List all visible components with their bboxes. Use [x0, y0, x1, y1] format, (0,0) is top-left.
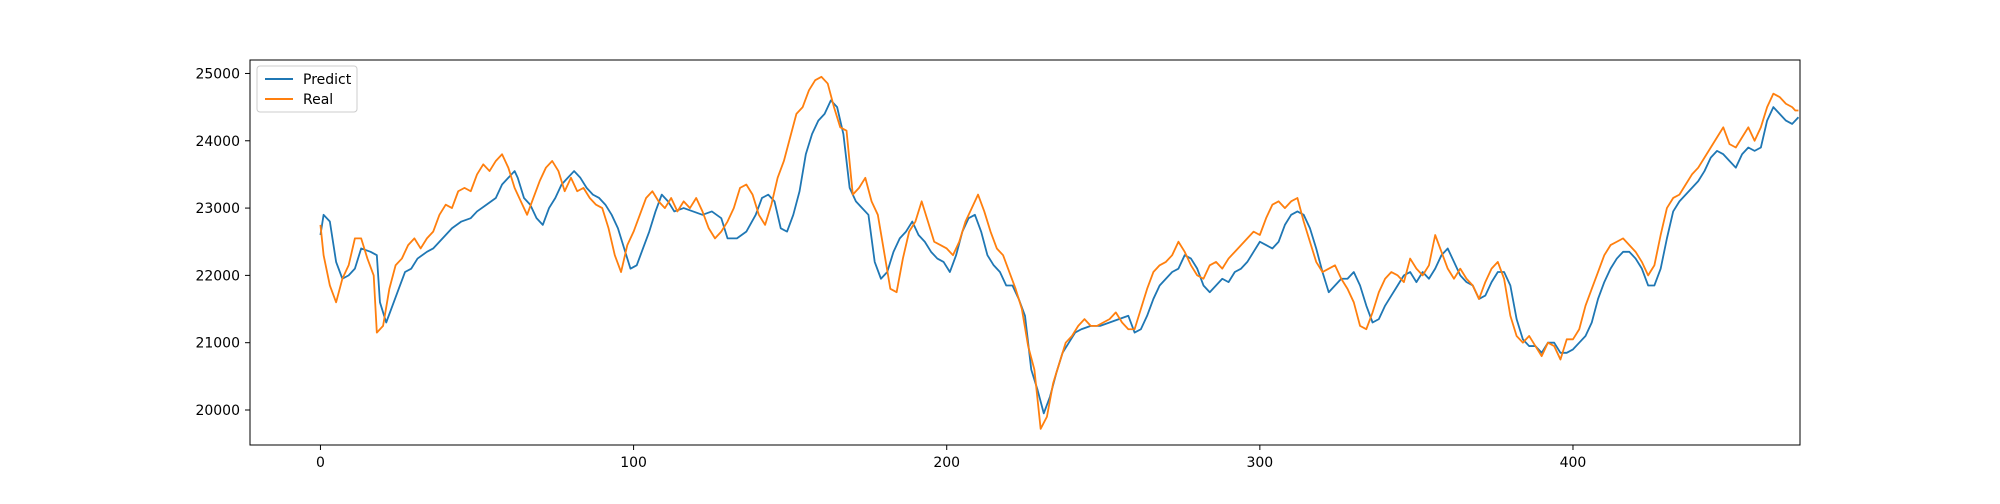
series-line-real [319, 75, 1799, 430]
series-line-predict [319, 99, 1800, 415]
y-tick-label: 23000 [195, 201, 240, 217]
y-tick-label: 21000 [195, 336, 240, 352]
y-axis: 20000 21000 22000 23000 24000 25000 [195, 66, 250, 419]
legend: Predict Real [256, 65, 358, 113]
x-tick-label: 300 [1246, 455, 1273, 471]
series-layer [319, 75, 1800, 430]
y-tick-label: 24000 [195, 134, 240, 150]
legend-box [256, 65, 358, 113]
x-tick-label: 400 [1560, 455, 1587, 471]
legend-label-predict: Predict [303, 72, 352, 88]
y-tick-label: 22000 [195, 268, 240, 284]
legend-label-real: Real [303, 92, 333, 108]
x-tick-label: 100 [620, 455, 647, 471]
plot-frame [249, 59, 1801, 446]
x-tick-label: 0 [316, 455, 325, 471]
y-tick-label: 25000 [195, 66, 240, 82]
y-tick-label: 20000 [195, 403, 240, 419]
x-axis: 0 100 200 300 400 [316, 445, 1586, 471]
x-tick-label: 200 [933, 455, 960, 471]
